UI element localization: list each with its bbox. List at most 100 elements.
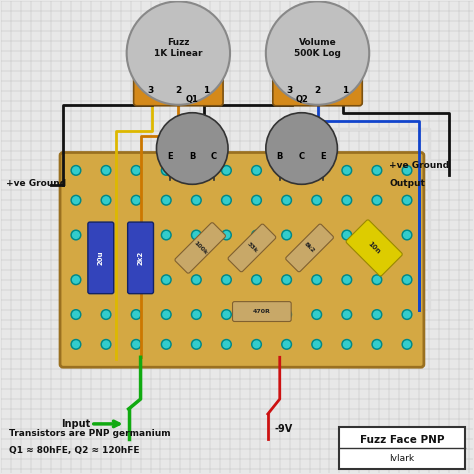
Circle shape <box>133 232 139 238</box>
Circle shape <box>404 311 410 318</box>
Text: 20u: 20u <box>98 251 104 265</box>
Circle shape <box>253 341 260 348</box>
Circle shape <box>101 195 111 205</box>
Text: Input: Input <box>61 419 90 429</box>
Circle shape <box>73 232 79 238</box>
FancyBboxPatch shape <box>134 68 223 106</box>
Circle shape <box>127 1 230 105</box>
Circle shape <box>372 165 382 175</box>
Circle shape <box>282 339 292 349</box>
Circle shape <box>193 341 200 348</box>
Circle shape <box>402 195 412 205</box>
Circle shape <box>402 275 412 284</box>
Circle shape <box>404 232 410 238</box>
Circle shape <box>71 165 81 175</box>
Circle shape <box>252 275 261 284</box>
Circle shape <box>101 339 111 349</box>
Circle shape <box>402 310 412 319</box>
Circle shape <box>282 230 292 240</box>
Circle shape <box>101 310 111 319</box>
Circle shape <box>342 195 352 205</box>
Circle shape <box>313 197 320 204</box>
Circle shape <box>221 195 231 205</box>
Circle shape <box>163 197 170 204</box>
Circle shape <box>283 311 290 318</box>
Circle shape <box>374 167 380 174</box>
Circle shape <box>372 275 382 284</box>
Circle shape <box>223 197 230 204</box>
Circle shape <box>404 197 410 204</box>
Circle shape <box>221 310 231 319</box>
Circle shape <box>402 165 412 175</box>
Circle shape <box>312 339 321 349</box>
Circle shape <box>133 276 139 283</box>
Circle shape <box>342 165 352 175</box>
Circle shape <box>252 165 261 175</box>
Circle shape <box>374 276 380 283</box>
Circle shape <box>161 275 171 284</box>
Circle shape <box>372 195 382 205</box>
Circle shape <box>101 230 111 240</box>
Circle shape <box>342 230 352 240</box>
Circle shape <box>266 1 369 105</box>
Circle shape <box>342 275 352 284</box>
FancyBboxPatch shape <box>273 68 362 106</box>
Circle shape <box>344 167 350 174</box>
Text: lvlark: lvlark <box>390 454 415 463</box>
Circle shape <box>161 165 171 175</box>
FancyBboxPatch shape <box>286 224 334 272</box>
Circle shape <box>253 232 260 238</box>
Circle shape <box>282 195 292 205</box>
Circle shape <box>191 310 201 319</box>
Circle shape <box>131 275 141 284</box>
Circle shape <box>73 341 79 348</box>
Circle shape <box>193 311 200 318</box>
Text: 2k2: 2k2 <box>137 251 144 265</box>
Circle shape <box>402 230 412 240</box>
Text: +ve Ground: +ve Ground <box>6 179 66 188</box>
Circle shape <box>313 232 320 238</box>
FancyBboxPatch shape <box>233 301 291 321</box>
Circle shape <box>374 341 380 348</box>
Circle shape <box>312 165 321 175</box>
Circle shape <box>73 276 79 283</box>
Circle shape <box>193 197 200 204</box>
Circle shape <box>344 232 350 238</box>
Circle shape <box>283 341 290 348</box>
Text: 3: 3 <box>147 86 154 95</box>
Circle shape <box>103 311 109 318</box>
Circle shape <box>266 113 337 184</box>
Circle shape <box>101 165 111 175</box>
Text: 470R: 470R <box>253 309 271 314</box>
Circle shape <box>253 197 260 204</box>
Circle shape <box>312 230 321 240</box>
Circle shape <box>404 341 410 348</box>
Circle shape <box>313 167 320 174</box>
Text: 33k: 33k <box>246 242 258 254</box>
FancyBboxPatch shape <box>175 223 226 273</box>
Circle shape <box>163 341 170 348</box>
Circle shape <box>223 276 230 283</box>
FancyBboxPatch shape <box>339 427 465 469</box>
Circle shape <box>103 232 109 238</box>
Text: C: C <box>299 152 305 161</box>
Circle shape <box>161 339 171 349</box>
Circle shape <box>404 167 410 174</box>
Circle shape <box>131 230 141 240</box>
Circle shape <box>313 311 320 318</box>
Circle shape <box>191 165 201 175</box>
Text: Transistors are PNP germanium: Transistors are PNP germanium <box>9 429 171 438</box>
Circle shape <box>253 276 260 283</box>
Text: Volume
500K Log: Volume 500K Log <box>294 38 341 58</box>
Circle shape <box>404 276 410 283</box>
Circle shape <box>342 310 352 319</box>
Circle shape <box>344 276 350 283</box>
Circle shape <box>252 310 261 319</box>
Circle shape <box>374 197 380 204</box>
Circle shape <box>133 341 139 348</box>
Text: 2: 2 <box>175 86 182 95</box>
Circle shape <box>282 310 292 319</box>
Circle shape <box>103 341 109 348</box>
Text: Q1: Q1 <box>186 95 199 104</box>
Circle shape <box>103 197 109 204</box>
